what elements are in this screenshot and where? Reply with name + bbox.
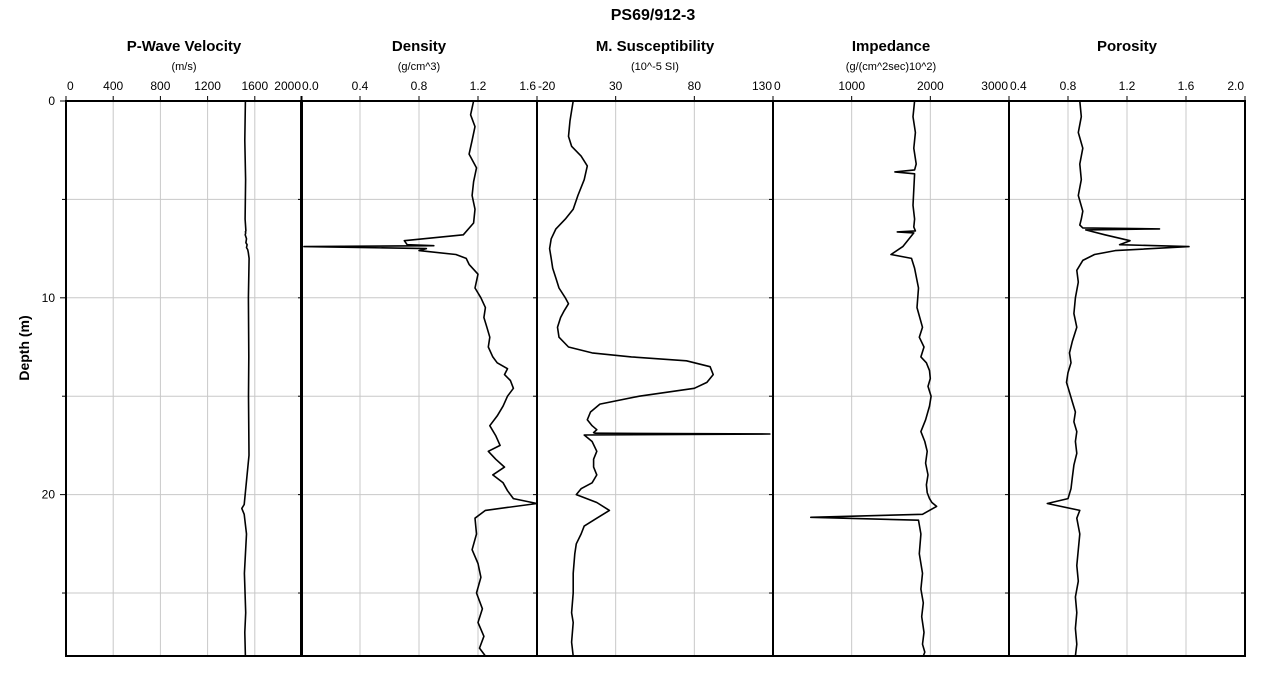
x-tick-label: 2000	[274, 79, 301, 93]
panel-title: Impedance	[852, 38, 930, 55]
panel-frame	[772, 100, 1010, 657]
series-line	[241, 100, 250, 657]
x-tick-label: 130	[752, 79, 772, 93]
panel-frame	[65, 100, 303, 657]
x-tick-label: 0.0	[302, 79, 319, 93]
series-line	[303, 100, 538, 657]
x-tick-label: -20	[538, 79, 556, 93]
y-tick-label: 20	[42, 488, 56, 502]
x-tick-label: 0.8	[411, 79, 428, 93]
x-tick-label: 3000	[981, 79, 1008, 93]
y-tick-label: 0	[48, 94, 55, 108]
panel-title: P-Wave Velocity	[127, 38, 242, 55]
panel-4: 0.4 0.8 1.2 1.6 2.0 Porosity	[1008, 38, 1246, 657]
x-tick-label: 2000	[917, 79, 944, 93]
panel-3: 0 1000 2000 3000 Impedance (g/(cm^2sec)10^2)	[772, 38, 1010, 657]
x-tick-label: 1.2	[470, 79, 487, 93]
series-line	[548, 100, 771, 657]
panel-frame	[536, 100, 774, 657]
x-tick-label: 800	[150, 79, 170, 93]
y-axis-label: Depth (m)	[16, 315, 32, 380]
panel-0: 0 400 800 1200 1600 2000 P-Wave Velocity (m/s)	[65, 38, 303, 657]
x-tick-label: 0	[67, 79, 74, 93]
series-line	[810, 100, 938, 657]
panel-2: -20 30 80 130 M. Susceptibility (10^-5 SI)	[536, 38, 774, 657]
panel-title: Porosity	[1097, 38, 1158, 55]
x-tick-label: 0.8	[1060, 79, 1077, 93]
panel-title: Density	[392, 38, 447, 55]
panel-1: 0.0 0.4 0.8 1.2 1.6 Density (g/cm^3)	[300, 38, 538, 657]
x-tick-label: 1000	[838, 79, 865, 93]
x-tick-label: 80	[688, 79, 702, 93]
series-line	[1046, 100, 1190, 657]
x-tick-label: 0.4	[352, 79, 369, 93]
panel-unit: (10^-5 SI)	[631, 61, 679, 73]
x-tick-label: 1.6	[519, 79, 536, 93]
x-tick-label: 1600	[241, 79, 268, 93]
chart-title: PS69/912-3	[611, 7, 696, 24]
x-tick-label: 30	[609, 79, 623, 93]
x-tick-label: 1200	[194, 79, 221, 93]
panel-title: M. Susceptibility	[596, 38, 715, 55]
panel-unit: (m/s)	[171, 61, 196, 73]
x-tick-label: 2.0	[1227, 79, 1244, 93]
panel-unit: (g/cm^3)	[398, 61, 440, 73]
x-tick-label: 1.6	[1178, 79, 1195, 93]
x-tick-label: 1.2	[1119, 79, 1136, 93]
x-tick-label: 0	[774, 79, 781, 93]
panel-unit: (g/(cm^2sec)10^2)	[846, 61, 936, 73]
x-tick-label: 0.4	[1010, 79, 1027, 93]
x-tick-label: 400	[103, 79, 123, 93]
y-tick-label: 10	[42, 291, 56, 305]
